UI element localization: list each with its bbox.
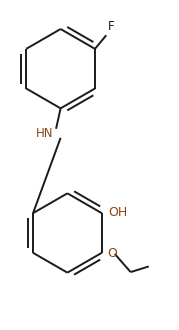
Text: OH: OH (108, 206, 128, 218)
Text: O: O (107, 248, 117, 260)
Text: HN: HN (36, 127, 54, 140)
Text: F: F (107, 20, 114, 33)
